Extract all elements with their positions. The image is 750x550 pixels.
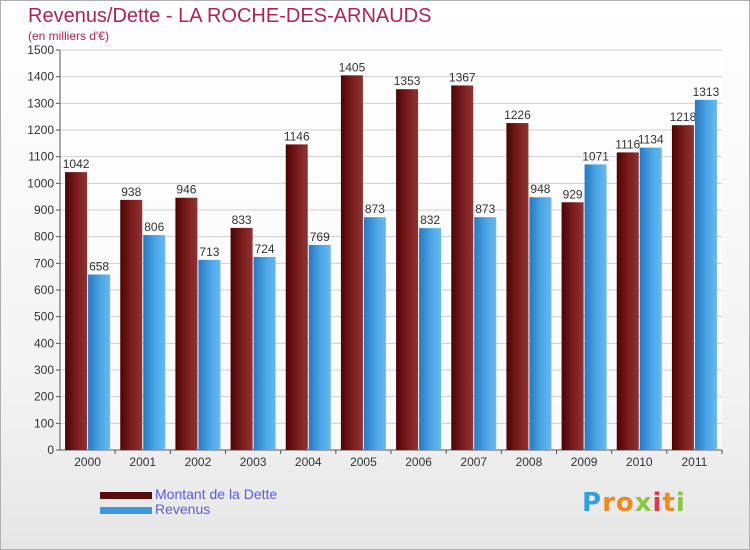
y-tick-label: 1300 xyxy=(27,96,54,110)
y-tick-label: 1100 xyxy=(28,150,54,164)
logo-letter: i xyxy=(652,488,663,518)
data-label-dette: 833 xyxy=(232,213,252,227)
bar-revenus xyxy=(639,147,662,450)
bar-revenus xyxy=(419,228,442,450)
bar-revenus xyxy=(694,99,717,450)
x-tick-label: 2006 xyxy=(405,455,432,469)
logo-letter: x xyxy=(634,488,653,518)
y-tick-label: 200 xyxy=(34,390,54,404)
data-label-revenus: 832 xyxy=(420,213,440,227)
y-tick-label: 1400 xyxy=(27,70,54,84)
bar-dette xyxy=(65,172,88,450)
logo-letter: o xyxy=(615,488,635,518)
bar-dette xyxy=(340,75,363,450)
bar-revenus xyxy=(363,217,386,450)
logo-letter: r xyxy=(602,488,616,518)
x-tick-label: 2001 xyxy=(129,455,156,469)
proxiti-logo: Proxiti xyxy=(582,488,686,518)
chart-title: Revenus/Dette - LA ROCHE-DES-ARNAUDS xyxy=(28,5,432,27)
data-label-dette: 1226 xyxy=(504,108,531,122)
data-label-revenus: 713 xyxy=(199,245,219,259)
data-label-dette: 1042 xyxy=(63,157,90,171)
x-tick-label: 2003 xyxy=(240,455,267,469)
data-label-dette: 1218 xyxy=(670,110,697,124)
bar-dette xyxy=(285,144,308,450)
legend-swatch-revenus xyxy=(100,507,152,514)
bar-dette xyxy=(671,125,694,450)
data-label-dette: 1367 xyxy=(449,70,476,84)
bar-revenus xyxy=(308,244,331,450)
y-tick-label: 1500 xyxy=(27,43,54,57)
x-tick-label: 2000 xyxy=(74,455,101,469)
data-label-dette: 1146 xyxy=(284,129,310,143)
data-label-revenus: 724 xyxy=(255,242,275,256)
bar-dette xyxy=(120,199,143,450)
x-tick-label: 2005 xyxy=(350,455,377,469)
data-label-revenus: 1313 xyxy=(693,85,720,99)
data-label-dette: 938 xyxy=(121,185,141,199)
data-label-revenus: 873 xyxy=(365,202,385,216)
bar-dette xyxy=(396,89,419,450)
data-label-dette: 1405 xyxy=(339,60,366,74)
data-label-dette: 1353 xyxy=(394,74,421,88)
bar-dette xyxy=(451,85,474,450)
legend-swatch-dette xyxy=(100,492,152,499)
legend-label-revenus: Revenus xyxy=(155,501,211,517)
x-tick-label: 2009 xyxy=(571,455,598,469)
data-label-dette: 1116 xyxy=(615,137,640,151)
plot-area xyxy=(60,50,722,450)
data-label-dette: 929 xyxy=(563,187,583,201)
y-tick-label: 600 xyxy=(34,283,54,297)
y-tick-label: 300 xyxy=(34,363,54,377)
data-label-revenus: 873 xyxy=(475,202,495,216)
y-tick-label: 800 xyxy=(34,230,54,244)
x-tick-label: 2007 xyxy=(460,455,487,469)
bar-revenus xyxy=(584,164,607,450)
bar-revenus xyxy=(529,197,552,450)
bar-dette xyxy=(506,123,529,451)
bar-dette xyxy=(616,152,639,450)
data-label-revenus: 806 xyxy=(144,220,164,234)
logo-letter: i xyxy=(675,488,686,518)
y-tick-label: 700 xyxy=(34,256,54,270)
x-tick-label: 2008 xyxy=(516,455,543,469)
data-label-revenus: 1134 xyxy=(638,133,664,147)
data-label-dette: 946 xyxy=(176,183,196,197)
logo-letter: P xyxy=(582,488,603,518)
data-label-revenus: 769 xyxy=(310,230,330,244)
logo-letter: t xyxy=(662,488,676,518)
bar-revenus xyxy=(143,235,166,450)
bar-dette xyxy=(175,197,198,450)
y-tick-label: 500 xyxy=(34,310,54,324)
bar-revenus xyxy=(253,256,276,450)
legend-label-dette: Montant de la Dette xyxy=(155,486,278,502)
bar-revenus xyxy=(88,274,111,450)
bar-revenus xyxy=(198,259,221,450)
y-tick-label: 100 xyxy=(34,416,54,430)
x-tick-label: 2004 xyxy=(295,455,322,469)
x-tick-label: 2011 xyxy=(682,455,708,469)
data-label-revenus: 948 xyxy=(530,182,550,196)
chart-subtitle: (en milliers d'€) xyxy=(28,29,109,43)
y-tick-label: 1200 xyxy=(27,123,54,137)
x-tick-label: 2002 xyxy=(185,455,212,469)
y-tick-label: 400 xyxy=(34,336,54,350)
data-label-revenus: 658 xyxy=(89,260,109,274)
y-tick-label: 900 xyxy=(34,203,54,217)
bar-dette xyxy=(561,202,584,450)
bar-revenus xyxy=(474,217,497,450)
y-tick-label: 1000 xyxy=(27,176,54,190)
data-label-revenus: 1071 xyxy=(582,149,609,163)
x-tick-label: 2010 xyxy=(626,455,653,469)
bar-dette xyxy=(230,227,253,450)
y-tick-label: 0 xyxy=(47,443,54,457)
